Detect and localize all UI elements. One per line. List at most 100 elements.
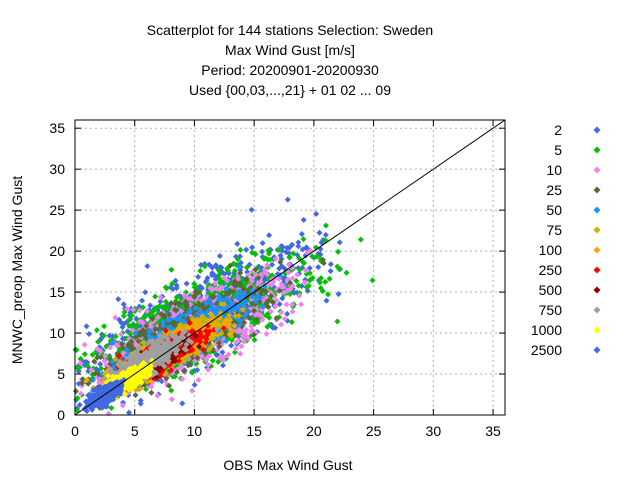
data-point [212,262,219,269]
data-point [325,291,332,298]
data-point [194,366,201,373]
data-point [295,243,302,250]
data-point [336,239,343,246]
data-point [219,349,226,356]
data-point [289,308,296,315]
data-point [179,400,186,407]
data-point [83,323,90,330]
data-point [189,387,196,394]
data-point [279,243,286,250]
data-point [322,231,329,238]
data-point [126,409,133,416]
data-point [290,250,297,257]
data-point [153,305,160,312]
title-line-3: Period: 20200901-20200930 [201,62,379,78]
data-point [334,318,341,325]
title-line-1: Scatterplot for 144 stations Selection: … [147,22,433,38]
data-point [98,365,105,372]
data-point [262,254,269,261]
data-point [168,396,175,403]
data-point [106,332,113,339]
data-point [120,313,127,320]
data-point [199,285,206,292]
data-point [157,298,164,305]
data-point [263,330,270,337]
data-point [147,302,154,309]
data-point [72,388,79,395]
data-point [283,301,290,308]
data-point [309,253,316,260]
data-point [95,338,102,345]
data-points [72,196,376,417]
data-point [288,319,295,326]
data-point [168,387,175,394]
data-point [169,280,176,287]
data-point [108,404,115,411]
data-point [295,282,302,289]
data-point [234,256,241,263]
data-point [259,240,266,247]
data-point [197,267,204,274]
data-point [286,253,293,260]
data-point [284,196,291,203]
data-point [243,246,250,253]
data-point [276,301,283,308]
data-point [209,357,216,364]
data-point [316,279,323,286]
data-point [326,275,333,282]
data-point [293,277,300,284]
data-point [152,293,159,300]
data-point [237,246,244,253]
data-point [137,397,144,404]
data-point [305,282,312,289]
data-point [100,332,107,339]
data-point [318,275,325,282]
data-point [298,230,305,237]
data-point [228,342,235,349]
data-point [132,392,139,399]
data-point [335,248,342,255]
data-point [284,310,291,317]
data-point [237,350,244,357]
data-point [300,216,307,223]
data-point [248,206,255,213]
data-point [81,341,88,348]
data-point [343,269,350,276]
data-point [322,278,329,285]
data-point [335,291,342,298]
data-point [195,273,202,280]
data-point [216,253,223,260]
data-point [322,222,329,229]
data-point [249,244,256,251]
data-point [209,270,216,277]
data-point [189,368,196,375]
data-point [142,312,149,319]
data-point [369,277,376,284]
data-point [183,280,190,287]
data-point [162,298,169,305]
data-point [269,261,276,268]
data-point [164,304,171,311]
data-point [219,362,226,369]
data-point [173,285,180,292]
data-point [303,244,310,251]
data-point [283,249,290,256]
data-point [309,275,316,282]
data-point [195,376,202,383]
data-point [266,232,273,239]
data-point [128,312,135,319]
data-point [139,297,146,304]
data-point [191,381,198,388]
data-point [231,267,238,274]
title-line-2: Max Wind Gust [m/s] [225,42,355,58]
data-point [201,263,208,270]
data-point [264,323,271,330]
data-point [168,266,175,273]
data-point [163,285,170,292]
data-point [334,263,341,270]
data-point [97,361,104,368]
data-point [191,280,198,287]
data-point [202,278,209,285]
data-point [315,264,322,271]
data-point [144,263,151,270]
